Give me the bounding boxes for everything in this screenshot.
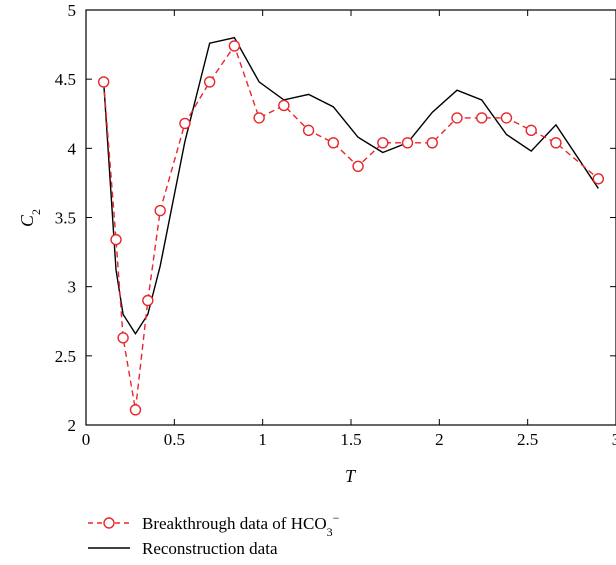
data-point-breakthrough <box>550 137 562 149</box>
series-layer <box>97 36 605 416</box>
legend-item-breakthrough: Breakthrough data of HCO3− <box>88 511 340 539</box>
data-point-breakthrough <box>253 112 265 124</box>
data-point-breakthrough <box>228 40 241 52</box>
data-point-breakthrough <box>278 99 290 112</box>
data-point-breakthrough <box>377 137 389 149</box>
y-axis-label-main: C <box>17 214 37 227</box>
data-point-breakthrough <box>302 124 315 137</box>
data-point-breakthrough <box>352 160 364 173</box>
series-line-reconstruction <box>102 36 599 336</box>
x-tick-label: 0.5 <box>164 430 185 449</box>
x-tick-label: 2 <box>435 430 444 449</box>
y-tick-label: 5 <box>68 1 77 20</box>
data-point-breakthrough <box>327 137 340 149</box>
axes-frame <box>85 9 616 426</box>
y-axis-label-subscript: 2 <box>29 209 43 215</box>
legend-breakthrough-prefix: Breakthrough data of HCO <box>142 514 327 533</box>
plot-area: 0 0.5 1 1.5 2 2.5 3 2 2.5 3 3.5 4 4.5 5 <box>55 1 616 449</box>
data-point-breakthrough <box>476 112 488 124</box>
legend-breakthrough-superscript: − <box>333 511 340 525</box>
legend: Breakthrough data of HCO3− Reconstructio… <box>88 511 340 558</box>
data-point-breakthrough <box>117 332 129 344</box>
y-tick-label: 3.5 <box>55 209 76 228</box>
legend-item-reconstruction: Reconstruction data <box>88 539 278 558</box>
legend-breakthrough-label: Breakthrough data of HCO3− <box>142 511 340 539</box>
x-tick-label: 3 <box>612 430 616 449</box>
x-tick-label: 1 <box>258 430 267 449</box>
series-line-breakthrough <box>102 44 599 410</box>
x-tick-label: 0 <box>82 430 91 449</box>
y-tick-label: 2.5 <box>55 347 76 366</box>
y-tick-label: 3 <box>68 278 77 297</box>
data-point-breakthrough <box>500 112 513 124</box>
x-axis-ticks: 0 0.5 1 1.5 2 2.5 3 <box>82 10 616 449</box>
data-point-breakthrough <box>401 137 414 149</box>
data-point-breakthrough <box>525 124 537 137</box>
data-point-breakthrough <box>592 173 605 185</box>
y-tick-label: 2 <box>68 416 77 435</box>
legend-breakthrough-subscript: 3 <box>327 525 333 539</box>
data-point-breakthrough <box>179 117 191 130</box>
data-point-breakthrough <box>97 76 110 88</box>
data-point-breakthrough <box>129 404 142 416</box>
x-axis-label: T <box>345 466 357 486</box>
y-axis-ticks: 2 2.5 3 3.5 4 4.5 5 <box>55 1 616 435</box>
data-point-breakthrough <box>142 294 154 307</box>
data-point-breakthrough <box>451 112 463 124</box>
legend-reconstruction-label: Reconstruction data <box>142 539 278 558</box>
data-point-breakthrough <box>110 233 122 246</box>
data-point-breakthrough <box>154 204 166 217</box>
x-tick-label: 2.5 <box>517 430 538 449</box>
y-tick-label: 4 <box>68 139 77 158</box>
data-point-breakthrough <box>203 76 216 88</box>
x-tick-label: 1.5 <box>340 430 361 449</box>
y-axis-label: C2 <box>17 209 43 227</box>
data-point-breakthrough <box>426 137 438 149</box>
y-tick-label: 4.5 <box>55 70 76 89</box>
legend-breakthrough-marker <box>103 517 115 529</box>
